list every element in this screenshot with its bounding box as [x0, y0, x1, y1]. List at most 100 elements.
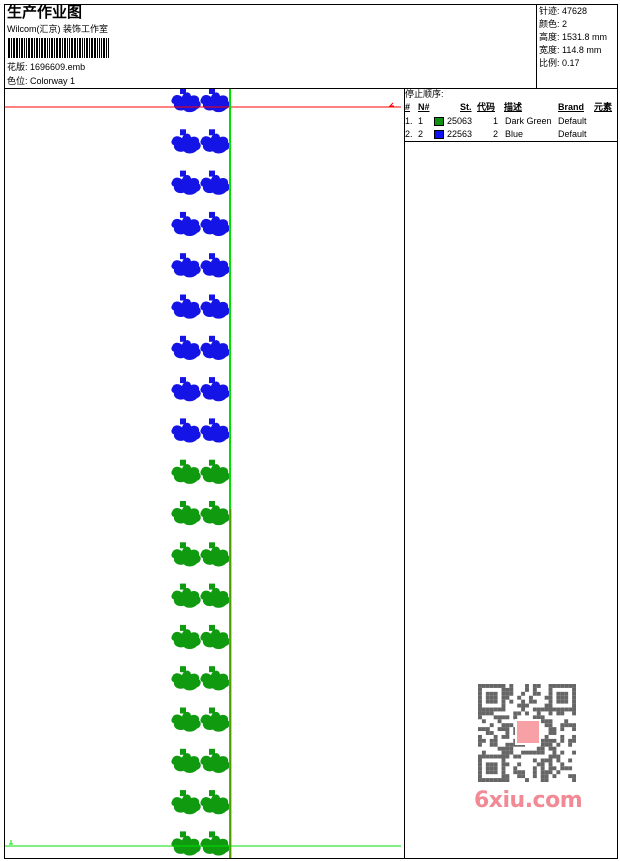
motif-shape — [171, 133, 201, 154]
motif-shape — [171, 753, 201, 773]
stat-label: 颜色: — [539, 19, 560, 29]
company-name: Wilcom(汇京) 装饰工作室 — [7, 24, 108, 34]
motif-shape — [200, 753, 230, 773]
col-header: 代码 — [477, 102, 496, 112]
motif-shape — [200, 174, 230, 195]
embroidery-motif — [171, 831, 230, 856]
col-header: 描述 — [504, 102, 523, 112]
motif-shape — [171, 92, 201, 113]
barcode-bar — [89, 38, 90, 58]
barcode-bar — [91, 38, 93, 58]
embroidery-motif — [171, 377, 230, 402]
watermark-logo: 6xiu.com — [474, 788, 583, 813]
embroidery-motif — [171, 666, 230, 691]
embroidery-motif — [171, 583, 230, 608]
scale-value: 0.17 — [562, 58, 580, 68]
barcode-bar — [21, 38, 23, 58]
barcode-bar — [44, 38, 46, 58]
embroidery-motif — [171, 418, 230, 443]
barcode-bar — [97, 38, 98, 58]
embroidery-motif — [171, 170, 230, 195]
row-index: 1. — [405, 116, 413, 126]
embroidery-motif — [171, 748, 230, 773]
col-header: 元素 — [594, 102, 613, 112]
motif-shape — [200, 381, 230, 402]
motif-shape — [171, 464, 201, 484]
col-header: St. — [460, 102, 472, 112]
barcode — [8, 38, 109, 58]
motif-shape — [171, 298, 201, 319]
color-swatch — [434, 117, 444, 126]
embroidery-motif — [171, 129, 230, 154]
embroidery-motif — [171, 89, 230, 113]
motif-shape — [171, 546, 201, 567]
embroidery-motif — [171, 253, 230, 278]
qr-code-watermark — [478, 684, 576, 782]
color-code: 1 — [493, 116, 499, 126]
color-count: 2 — [562, 19, 568, 29]
stat-label: 针迹: — [539, 6, 560, 16]
divider — [404, 88, 405, 859]
motif-shape — [200, 794, 230, 815]
barcode-bar — [94, 38, 96, 58]
stat-label: 高度: — [539, 32, 560, 42]
needle-number: 2 — [418, 129, 424, 139]
barcode-bar — [16, 38, 18, 58]
motif-shape — [171, 174, 201, 195]
barcode-bar — [86, 38, 88, 58]
design-file: 1696609.emb — [30, 62, 86, 72]
motif-shape — [200, 216, 230, 237]
motif-shape — [171, 711, 201, 732]
barcode-bar — [108, 38, 109, 58]
barcode-bar — [36, 38, 38, 58]
motif-shape — [200, 711, 230, 732]
barcode-bar — [106, 38, 107, 58]
row-index: 2. — [405, 129, 413, 139]
motif-shape — [171, 587, 201, 608]
barcode-bar — [13, 38, 15, 58]
col-header: # — [405, 102, 411, 112]
barcode-bar — [39, 38, 40, 58]
colorway-value: Colorway 1 — [30, 76, 76, 86]
embroidery-motif — [171, 335, 230, 360]
motif-shape — [200, 133, 230, 154]
barcode-bar — [74, 38, 76, 58]
barcode-bar — [82, 38, 83, 58]
stat-label: 比例: — [539, 58, 560, 68]
barcode-bar — [47, 38, 48, 58]
barcode-bar — [41, 38, 43, 58]
color-description: Blue — [505, 129, 524, 139]
motif-shape — [200, 546, 230, 567]
stop-sequence-title: 停止顺序: — [405, 89, 444, 99]
barcode-bar — [56, 38, 58, 58]
end-marker-icon — [9, 840, 13, 845]
motif-shape — [200, 629, 230, 650]
col-header: N# — [418, 102, 430, 112]
height-value: 1531.8 mm — [562, 32, 608, 42]
barcode-bar — [103, 38, 105, 58]
embroidery-motif — [171, 790, 230, 815]
embroidery-motif — [171, 707, 230, 732]
brand: Default — [558, 129, 587, 139]
divider — [4, 88, 618, 89]
embroidery-motif — [171, 294, 230, 319]
motif-shape — [171, 422, 201, 443]
motif-shape — [171, 505, 201, 526]
barcode-bar — [69, 38, 70, 58]
embroidery-motif — [171, 501, 230, 526]
motif-shape — [200, 670, 230, 691]
motif-shape — [200, 298, 230, 319]
start-marker-icon — [388, 102, 394, 107]
embroidery-design-preview — [5, 89, 401, 858]
motif-shape — [200, 257, 230, 278]
barcode-bar — [34, 38, 35, 58]
stitch-count: 47628 — [562, 6, 588, 16]
barcode-bar — [67, 38, 68, 58]
motif-shape — [200, 92, 230, 113]
color-description: Dark Green — [505, 116, 552, 126]
embroidery-motif — [171, 624, 230, 650]
motif-shape — [171, 629, 201, 650]
barcode-bar — [64, 38, 66, 58]
barcode-bar — [31, 38, 33, 58]
motif-shape — [200, 505, 230, 526]
